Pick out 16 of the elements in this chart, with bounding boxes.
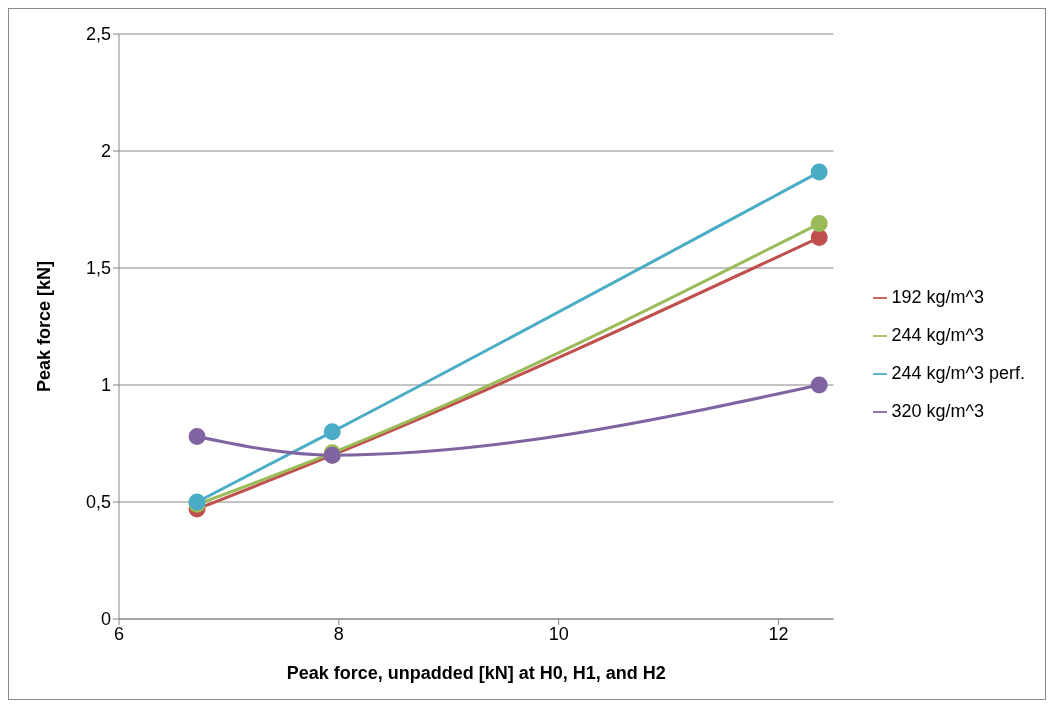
y-tick-label: 1: [100, 375, 111, 396]
legend-label: 244 kg/m^3: [891, 325, 984, 345]
legend-label: 244 kg/m^3 perf.: [891, 363, 1025, 383]
x-tick-label: 8: [333, 623, 344, 644]
x-tick-label: 6: [113, 623, 125, 644]
y-tick-label: 1,5: [85, 258, 111, 279]
x-tick-label: 12: [768, 623, 789, 644]
x-tick-label: 10: [548, 623, 569, 644]
x-axis-title: Peak force, unpadded [kN] at H0, H1, and H2: [286, 663, 666, 683]
y-tick-label: 0,5: [85, 492, 111, 513]
legend-label: 192 kg/m^3: [891, 287, 984, 307]
legend-label: 320 kg/m^3: [891, 401, 984, 421]
y-tick-label: 2: [100, 141, 111, 162]
y-axis-title: Peak force [kN]: [34, 260, 55, 393]
y-tick-label: 2,5: [85, 24, 111, 45]
y-tick-label: 0: [100, 609, 111, 630]
